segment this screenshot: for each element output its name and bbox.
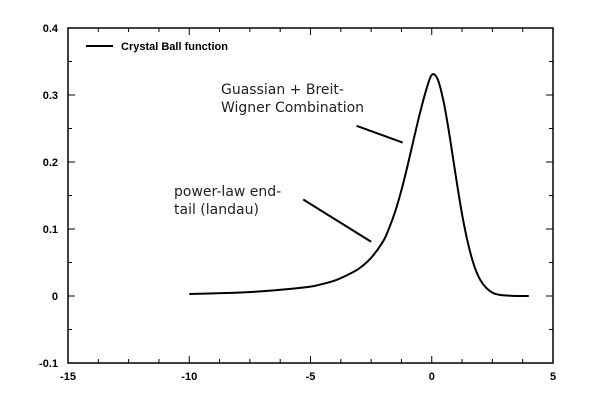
y-tick-label: 0.3 — [43, 90, 58, 102]
annotation-gauss-text: Guassian + Breit- — [221, 82, 344, 98]
x-tick-label: -5 — [306, 371, 316, 383]
annotation-gauss-pointer — [356, 124, 403, 144]
annotation-tail-text: tail (landau) — [174, 202, 259, 218]
y-tick-label: 0 — [52, 291, 58, 303]
y-tick-label: 0.2 — [43, 157, 58, 169]
series-line-crystal-ball — [189, 73, 529, 298]
x-tick-label: 5 — [550, 371, 556, 383]
legend-label: Crystal Ball function — [121, 41, 228, 53]
x-tick-label: -10 — [181, 371, 197, 383]
plot-frame — [67, 27, 554, 364]
y-tick-label: 0.1 — [43, 224, 58, 236]
annotation-tail-pointer — [302, 198, 372, 243]
annotation-tail-text: power-law end- — [174, 184, 281, 200]
x-tick-label: -15 — [60, 371, 76, 383]
annotation-gauss-text: Wigner Combination — [221, 100, 364, 116]
y-tick-label: -0.1 — [39, 358, 58, 370]
x-tick-label: 0 — [429, 371, 435, 383]
y-tick-label: 0.4 — [43, 23, 59, 35]
